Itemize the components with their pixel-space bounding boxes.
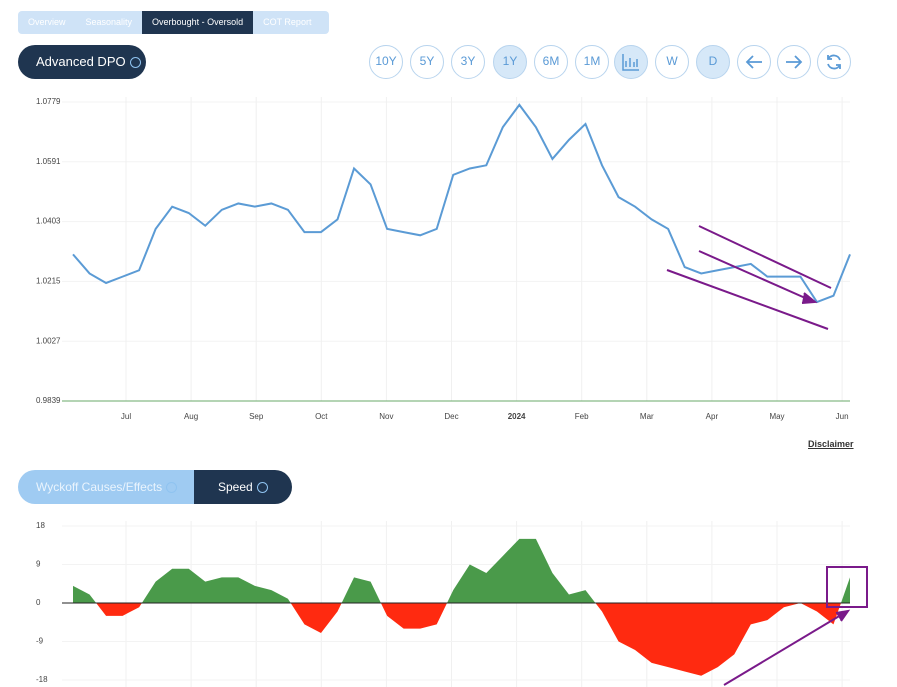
x-tick-label: Feb — [575, 412, 589, 421]
tab-label: Speed — [218, 480, 253, 494]
y-tick-label: 0.9839 — [36, 396, 61, 405]
tab-label: Wyckoff Causes/Effects — [36, 480, 163, 494]
y-tick-label: 1.0403 — [36, 217, 61, 226]
indicator-button[interactable]: Advanced DPO — [18, 45, 146, 79]
back-button[interactable] — [737, 45, 771, 79]
period-button[interactable]: D — [696, 45, 730, 79]
y-tick-label: -18 — [36, 675, 48, 684]
y-tick-label: 0 — [36, 598, 41, 607]
info-icon — [129, 57, 141, 69]
tab[interactable]: Overview — [28, 17, 66, 27]
x-tick-label: Nov — [379, 412, 393, 421]
y-tick-label: 9 — [36, 560, 41, 569]
period-button[interactable]: W — [655, 45, 689, 79]
y-tick-label: 1.0779 — [36, 97, 61, 106]
tab[interactable]: Wyckoff Causes/Effects — [18, 470, 194, 504]
period-button[interactable]: 10Y — [369, 45, 403, 79]
y-tick-label: 1.0215 — [36, 277, 61, 286]
tab[interactable]: COT Report — [263, 17, 312, 27]
trend-annotation — [666, 225, 868, 686]
forward-button[interactable] — [777, 45, 811, 79]
x-tick-label: May — [769, 412, 784, 421]
tab[interactable]: Seasonality — [85, 17, 133, 27]
tab-bar: Overview Seasonality Overbought - Overso… — [18, 11, 329, 34]
period-button[interactable]: 3Y — [451, 45, 485, 79]
x-tick-label: Aug — [184, 412, 198, 421]
info-icon — [166, 482, 178, 494]
disclaimer-link[interactable]: Disclaimer — [808, 439, 854, 449]
indicator-label: Advanced DPO — [36, 54, 126, 69]
arrow-icon — [745, 55, 762, 69]
refresh-button[interactable] — [817, 45, 851, 79]
price-line — [72, 103, 851, 304]
x-tick-label: Jun — [836, 412, 849, 421]
x-tick-label: Sep — [249, 412, 264, 421]
negative-area — [73, 603, 850, 676]
lower-tab-bar: Wyckoff Causes/Effects Speed — [18, 470, 292, 504]
x-tick-label: Mar — [640, 412, 654, 421]
y-tick-label: 1.0591 — [36, 157, 61, 166]
refresh-icon — [827, 54, 841, 70]
y-tick-label: 18 — [36, 521, 45, 530]
x-tick-label: Apr — [706, 412, 719, 421]
tab[interactable]: Overbought - Oversold — [142, 11, 254, 34]
y-tick-label: -9 — [36, 637, 44, 646]
x-tick-label: Dec — [444, 412, 458, 421]
info-icon — [256, 482, 268, 494]
period-button[interactable]: 1M — [575, 45, 609, 79]
arrow-icon — [786, 55, 803, 69]
chart-type-button[interactable] — [614, 45, 648, 79]
x-tick-label: Jul — [121, 412, 131, 421]
period-button[interactable]: 6M — [534, 45, 568, 79]
tab[interactable]: Speed — [194, 470, 292, 504]
x-tick-label: Oct — [315, 412, 328, 421]
positive-area — [73, 538, 850, 603]
period-button[interactable]: 5Y — [410, 45, 444, 79]
period-button[interactable]: 1Y — [493, 45, 527, 79]
chart-icon — [622, 54, 639, 71]
x-tick-label: 2024 — [508, 412, 526, 421]
y-tick-label: 1.0027 — [36, 336, 61, 345]
